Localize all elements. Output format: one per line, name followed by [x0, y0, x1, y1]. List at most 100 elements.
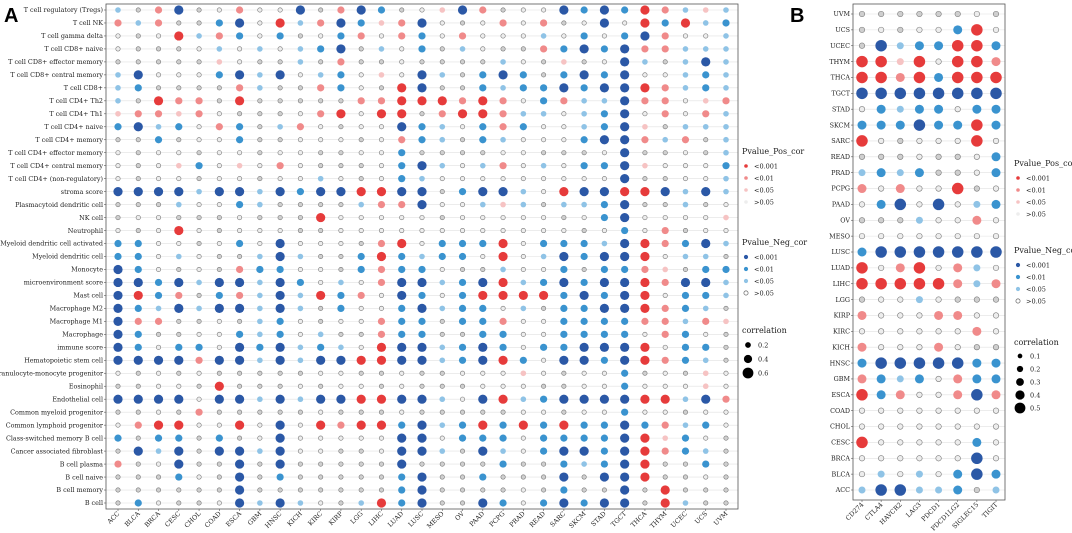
dot [216, 228, 222, 234]
legend-pos-swatch [744, 176, 748, 180]
dot [398, 317, 406, 325]
dot [971, 246, 983, 258]
dot [297, 85, 303, 91]
x-tick-label: BRCA [143, 509, 162, 528]
dot [934, 342, 944, 352]
dot [257, 215, 263, 221]
dot [236, 239, 244, 248]
dot [661, 84, 669, 92]
legend-size-swatch [1016, 365, 1024, 373]
dot [642, 59, 648, 65]
dot [337, 58, 345, 66]
dot [419, 111, 425, 117]
dot [460, 59, 466, 65]
dot [216, 254, 222, 260]
dot [620, 44, 630, 54]
dot [561, 137, 567, 143]
dot [275, 342, 285, 352]
dot [196, 7, 202, 13]
dot [601, 240, 608, 247]
dot [875, 39, 887, 52]
dot [682, 111, 688, 117]
dot [599, 472, 610, 482]
dot [338, 98, 344, 104]
dot [318, 124, 324, 130]
dot [439, 435, 445, 441]
dot [916, 344, 923, 351]
dot [378, 163, 384, 169]
dot [640, 459, 650, 469]
dot [620, 290, 630, 301]
dot [599, 251, 610, 262]
legend-size-label: 0.2 [758, 341, 768, 349]
dot [897, 153, 904, 160]
dot [916, 185, 923, 192]
dot [876, 168, 886, 178]
dot [398, 149, 406, 157]
dot [723, 110, 729, 117]
dot [858, 423, 866, 430]
dot [662, 266, 668, 273]
dot [156, 215, 162, 221]
dot [418, 317, 426, 325]
dot [216, 150, 222, 156]
dot [196, 396, 202, 402]
dot [318, 98, 324, 104]
dot [991, 358, 1001, 368]
dot [134, 84, 142, 92]
dot [316, 212, 326, 223]
dot [641, 97, 649, 105]
dot [702, 317, 710, 325]
dot [438, 110, 446, 118]
dot [480, 46, 486, 52]
dot [277, 46, 283, 52]
dot [662, 461, 668, 467]
dot [358, 85, 364, 91]
dot [358, 176, 364, 182]
dot [991, 469, 1001, 479]
dot [275, 420, 285, 430]
y-tick-label: BLCA [832, 470, 851, 478]
dot [115, 59, 121, 65]
dot [317, 19, 325, 27]
dot [257, 500, 263, 506]
dot [682, 163, 688, 169]
dot [897, 137, 904, 144]
legend-pos-label: <0.001 [1026, 174, 1050, 182]
dot [520, 228, 526, 234]
dot [195, 97, 203, 105]
dot [397, 459, 407, 469]
dot [378, 137, 384, 143]
dot [580, 252, 588, 261]
dot [703, 331, 709, 337]
dot [156, 85, 162, 91]
dot [135, 33, 141, 39]
dot [297, 59, 304, 65]
dot [338, 150, 344, 156]
dot [702, 370, 709, 377]
dot [196, 461, 202, 467]
dot [135, 163, 141, 169]
dot [378, 33, 384, 39]
dot [216, 461, 222, 467]
dot [581, 20, 587, 26]
dot [196, 254, 202, 260]
dot [682, 150, 688, 156]
dot [642, 162, 648, 169]
dot [398, 252, 406, 261]
dot [276, 32, 284, 40]
dot [174, 420, 184, 430]
legend-size-label: 0.5 [1030, 404, 1040, 412]
dot [156, 33, 162, 39]
dot [338, 279, 344, 286]
dot [196, 33, 202, 39]
dot [317, 72, 324, 78]
dot [257, 448, 263, 454]
dot [297, 448, 303, 454]
dot [662, 176, 668, 182]
dot [500, 383, 506, 389]
dot [601, 59, 607, 65]
dot [932, 87, 945, 100]
dot [478, 342, 488, 352]
dot [519, 71, 527, 79]
